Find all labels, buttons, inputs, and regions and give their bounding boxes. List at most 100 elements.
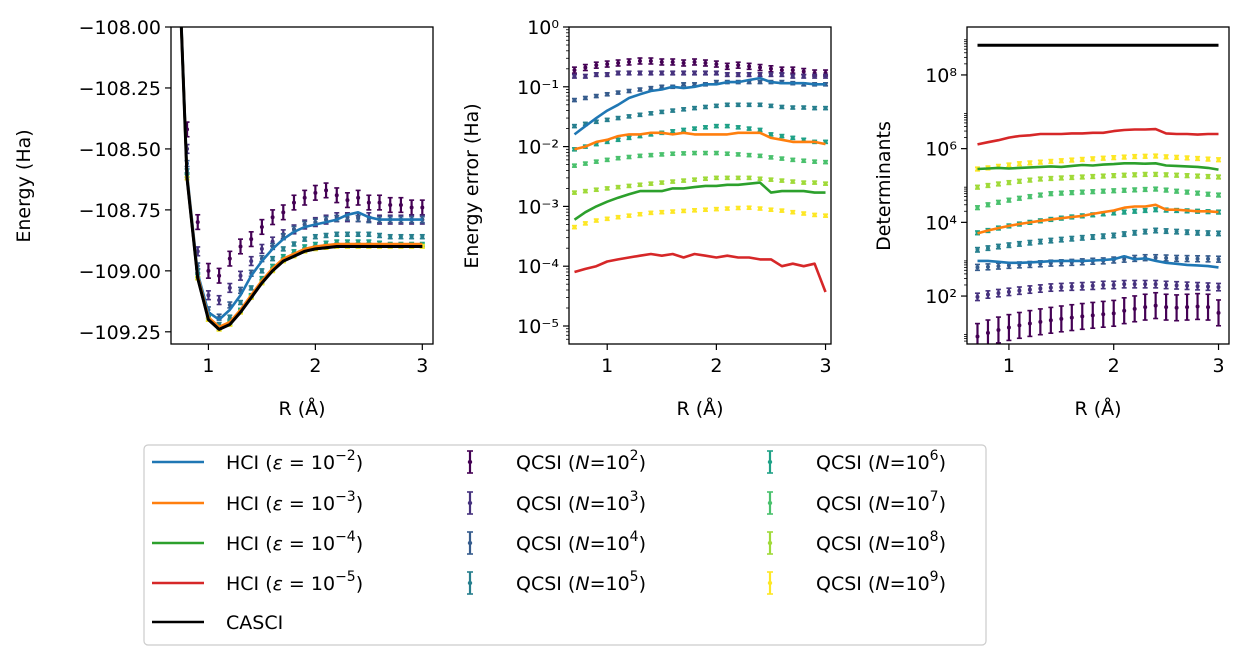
determinants-point	[1216, 193, 1221, 198]
determinants-point	[1101, 234, 1106, 239]
error-point	[605, 62, 610, 67]
determinants-point	[1185, 155, 1190, 160]
error-point	[768, 155, 773, 160]
legend-label-prefix: QCSI (	[816, 493, 875, 515]
determinants-point	[1153, 255, 1158, 260]
determinants-point	[1185, 256, 1190, 261]
determinants-point	[1006, 162, 1011, 167]
error-point	[637, 182, 642, 187]
error-point	[801, 211, 806, 216]
determinants-point	[1132, 172, 1137, 177]
determinants-point	[1122, 173, 1127, 178]
energy-point	[259, 246, 264, 251]
energy-point	[238, 273, 243, 278]
energy-point	[356, 239, 361, 244]
error-point	[670, 179, 675, 184]
legend-label-exponent: 9	[930, 569, 939, 585]
error-point	[594, 63, 599, 68]
energy-ytick-label: −108.75	[79, 200, 161, 222]
energy-point	[249, 259, 254, 264]
determinants-point	[1027, 160, 1032, 165]
error-point	[670, 209, 675, 214]
energy-point	[302, 237, 307, 242]
legend-label-prefix: HCI (	[226, 573, 273, 595]
determinants-point	[1069, 175, 1074, 180]
legend-label-suffix: )	[356, 452, 363, 474]
error-point	[714, 207, 719, 212]
legend-label-prefix: HCI (	[226, 493, 273, 515]
error-ytick-label: 10⁰	[527, 17, 559, 39]
determinants-point	[1101, 156, 1106, 161]
energy-point	[345, 198, 350, 203]
error-series-11	[571, 205, 829, 230]
determinants-point	[1027, 240, 1032, 245]
error-point	[637, 212, 642, 217]
error-point	[725, 72, 730, 77]
determinants-point	[1059, 237, 1064, 242]
energy-point	[313, 190, 318, 195]
legend-entry: CASCI	[152, 612, 283, 634]
determinants-point	[1069, 158, 1074, 163]
determinants-point	[1143, 208, 1148, 213]
determinants-point	[985, 292, 990, 297]
error-point	[703, 151, 708, 156]
error-point	[779, 178, 784, 183]
legend-swatch-point	[767, 540, 773, 546]
error-point	[648, 210, 653, 215]
error-point	[758, 176, 763, 181]
legend-entry: QCSI (N=103)	[467, 489, 646, 515]
error-series-9	[571, 150, 829, 168]
legend-entry: QCSI (N=109)	[767, 569, 946, 595]
determinants-point	[1132, 154, 1137, 159]
determinants-point	[1101, 282, 1106, 287]
error-ylabel: Energy error (Ha)	[461, 103, 483, 268]
error-point	[594, 94, 599, 99]
energy-xtick-label: 2	[309, 355, 321, 377]
determinants-xtick-label: 1	[1003, 355, 1015, 377]
energy-point	[313, 234, 318, 239]
determinants-point	[1164, 188, 1169, 193]
legend-label-prefix: HCI (	[226, 452, 273, 474]
determinants-point	[1080, 284, 1085, 289]
determinants-point	[1069, 315, 1074, 320]
error-ytick-label: 10⁻²	[517, 137, 559, 159]
determinants-point	[1038, 239, 1043, 244]
error-point	[703, 207, 708, 212]
error-point	[801, 158, 806, 163]
determinants-point	[975, 334, 980, 339]
error-point	[747, 102, 752, 107]
legend-label-prefix: QCSI (	[516, 493, 575, 515]
determinants-point	[1216, 285, 1221, 290]
determinants-point	[1164, 282, 1169, 287]
energy-series-9	[184, 175, 425, 331]
determinants-point	[1027, 287, 1032, 292]
error-point	[572, 98, 577, 103]
error-point	[572, 163, 577, 168]
energy-point	[291, 200, 296, 205]
legend-label: QCSI (N=102)	[516, 448, 646, 474]
legend-entry: QCSI (N=107)	[767, 489, 946, 515]
determinants-point	[1090, 174, 1095, 179]
error-point	[681, 151, 686, 156]
energy-point	[281, 246, 286, 251]
determinants-point	[1195, 284, 1200, 289]
legend-label-suffix: )	[356, 533, 363, 555]
energy-ylabel: Energy (Ha)	[13, 129, 35, 242]
determinants-point	[1006, 263, 1011, 268]
determinants-point	[1122, 257, 1127, 262]
error-point	[616, 215, 621, 220]
energy-ytick-label: −108.00	[79, 17, 161, 39]
energy-series-2	[180, 27, 423, 331]
legend-label-variable: N	[575, 533, 589, 555]
energy-point	[249, 237, 254, 242]
error-xtick-label: 3	[819, 355, 831, 377]
determinants-point	[1059, 285, 1064, 290]
error-point	[572, 190, 577, 195]
determinants-point	[1027, 178, 1032, 183]
legend-label-prefix: QCSI (	[816, 452, 875, 474]
legend-swatch-point	[767, 500, 773, 506]
error-point	[616, 90, 621, 95]
energy-ytick-label: −108.25	[79, 78, 161, 100]
legend-swatch-point	[767, 459, 773, 465]
energy-point	[324, 188, 329, 193]
